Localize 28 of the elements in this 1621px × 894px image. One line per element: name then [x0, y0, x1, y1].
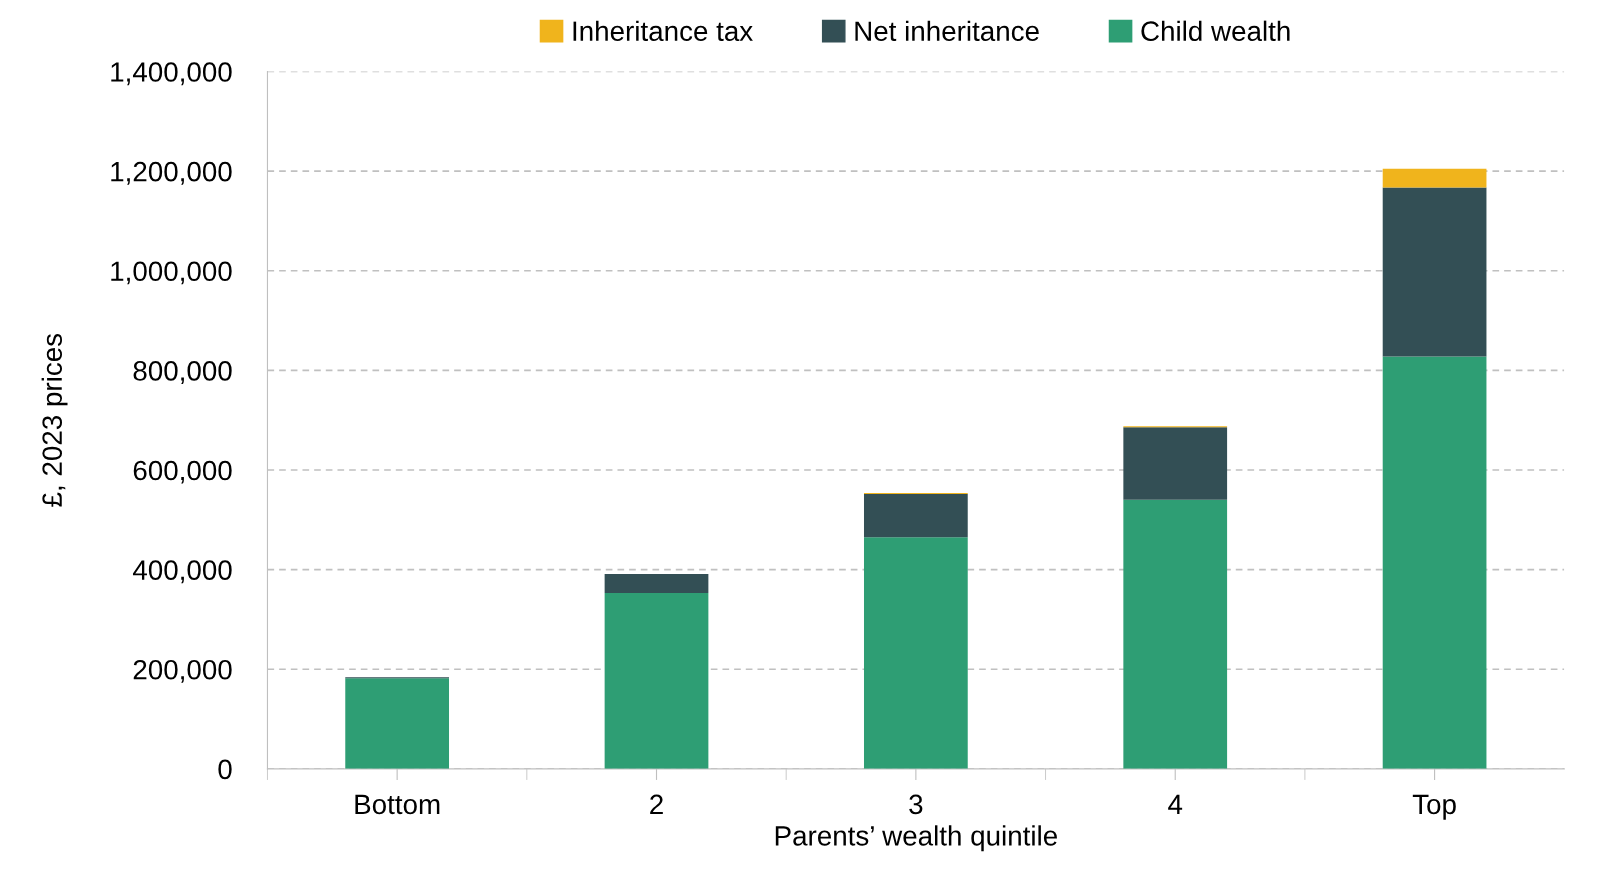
legend-label: Net inheritance: [855, 20, 1039, 42]
x-axis-title: Parents’ wealth quintile: [775, 825, 1057, 852]
y-tick-label: 600,000: [133, 460, 232, 484]
x-tick-label: 3: [909, 794, 923, 815]
y-tick-label: 400,000: [132, 560, 232, 584]
bar: [1123, 499, 1228, 769]
bar: [604, 593, 709, 769]
x-tick-label: Bottom: [355, 794, 440, 815]
bar: [863, 493, 968, 538]
y-tick-label: 1,200,000: [111, 161, 232, 185]
x-tick-label: Top: [1412, 794, 1456, 820]
bar: [863, 537, 968, 769]
y-tick-label: 200,000: [133, 659, 232, 683]
y-tick-label: 800,000: [133, 361, 232, 384]
bar: [1382, 356, 1487, 769]
bar: [1382, 168, 1487, 188]
x-tick-label: 2: [650, 794, 663, 814]
legend-label: Child wealth: [1141, 20, 1290, 42]
y-tick-label: 1,400,000: [111, 62, 232, 86]
bar: [345, 678, 450, 769]
legend-label: Inheritance tax: [573, 20, 753, 42]
y-tick-label: 1,000,000: [111, 261, 232, 285]
bar: [1123, 427, 1228, 500]
y-axis-title: £, 2023 prices: [41, 333, 68, 507]
bar: [604, 574, 709, 594]
y-tick-label: 0: [218, 759, 232, 780]
bar: [1382, 187, 1487, 357]
x-tick-label: 4: [1168, 794, 1183, 814]
